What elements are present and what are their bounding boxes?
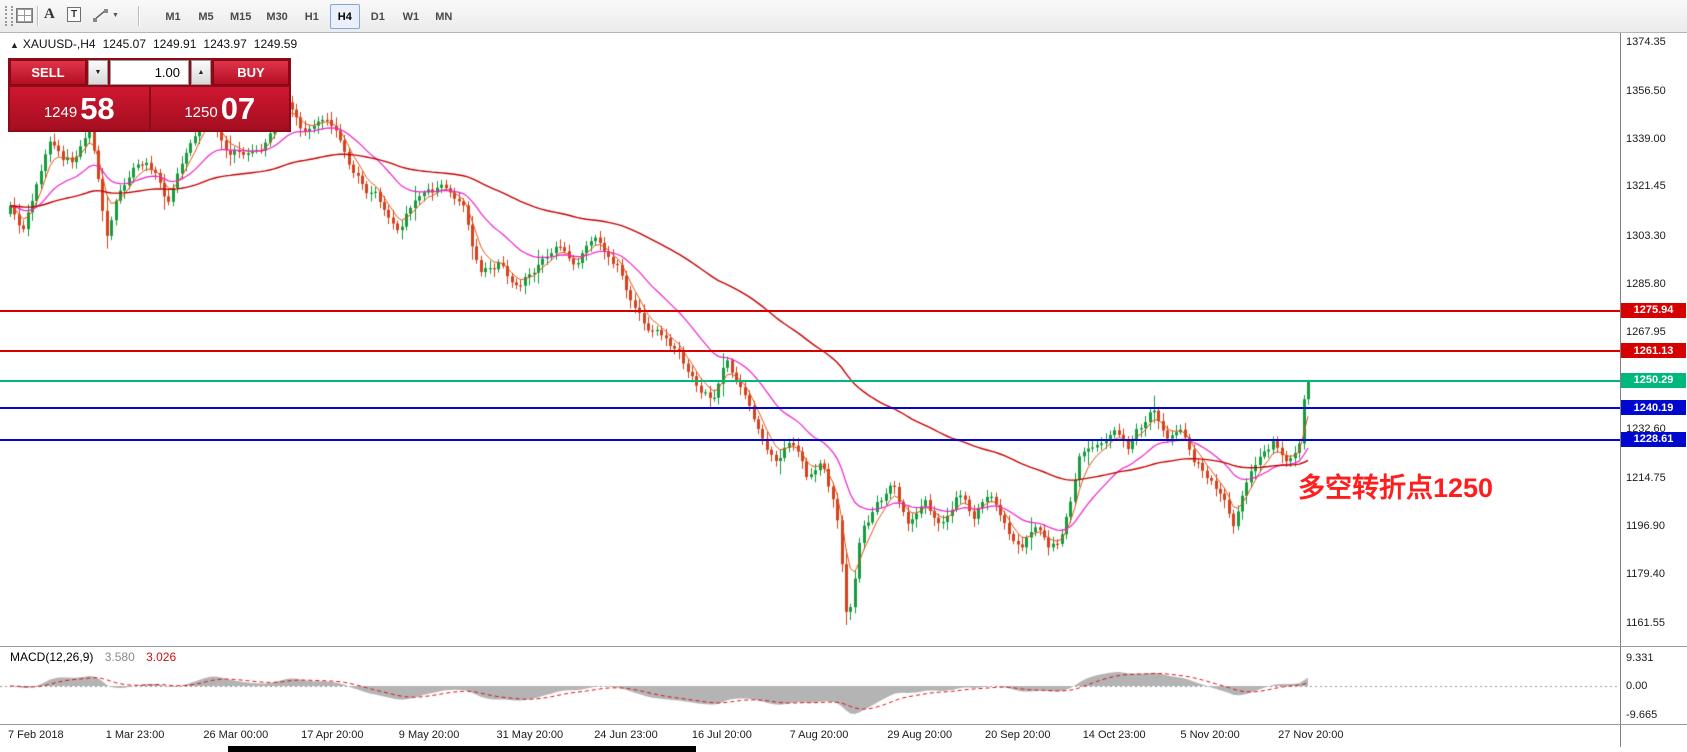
x-axis-label: 7 Aug 20:00 (789, 729, 849, 741)
time-axis-splitter (0, 724, 1687, 725)
x-axis-label: 24 Jun 23:00 (594, 729, 658, 741)
x-axis-label: 29 Aug 20:00 (887, 729, 953, 741)
macd-signal-value: 3.026 (146, 650, 177, 664)
buy-price-main: 1250 (184, 104, 218, 121)
volume-increase-button[interactable]: ▲ (191, 60, 211, 85)
sell-price-pips: 58 (80, 91, 115, 126)
timeframe-button-m5[interactable]: M5 (198, 10, 214, 23)
x-axis-label: 17 Apr 20:00 (301, 729, 364, 741)
y-axis-label: 1214.75 (1626, 471, 1666, 484)
x-axis-label: 14 Oct 23:00 (1082, 729, 1146, 741)
toolbar-separator (37, 6, 38, 26)
timeframe-button-row: M1 M5 M15 M30 H1 H4 D1 W1 MN (158, 4, 459, 29)
y-axis-label: 1267.95 (1626, 326, 1666, 339)
x-axis-label: 27 Nov 20:00 (1278, 729, 1344, 741)
x-axis-label: 20 Sep 20:00 (985, 729, 1051, 741)
volume-input[interactable] (110, 60, 189, 85)
grid-icon[interactable] (16, 8, 33, 23)
toolbar-separator (138, 6, 139, 26)
x-axis-label: 5 Nov 20:00 (1180, 729, 1240, 741)
text-label-icon[interactable]: T (67, 7, 82, 22)
macd-scale-label: 9.331 (1626, 652, 1654, 664)
toolbar-drag-handle-icon[interactable] (5, 6, 13, 26)
macd-scale-label: -9.665 (1626, 709, 1658, 721)
timeframe-button-h1[interactable]: H1 (304, 10, 319, 23)
timeframe-button-h4[interactable]: H4 (329, 4, 360, 29)
y-axis-label: 1196.90 (1626, 520, 1665, 533)
macd-name: MACD(12,26,9) (10, 650, 94, 664)
symbol-ohlc-header: ▲ XAUUSD-,H4 1245.07 1249.91 1243.97 1249.59 (10, 37, 304, 51)
x-axis-label: 26 Mar 00:00 (203, 729, 269, 741)
ohlc-open: 1245.07 (102, 37, 146, 51)
x-axis-label: 16 Jul 20:00 (691, 729, 752, 741)
timeframe-button-m30[interactable]: M30 (266, 10, 288, 23)
timeframe-button-w1[interactable]: W1 (402, 10, 420, 23)
sell-price-display[interactable]: 1249 58 (10, 87, 149, 130)
y-axis-label: 1321.45 (1626, 180, 1666, 193)
y-axis-label: 1356.50 (1626, 84, 1666, 97)
text-annotation-icon[interactable]: A (44, 6, 55, 22)
draw-tool-icon[interactable] (92, 7, 109, 24)
toolbar: A T ▼ M1 M5 M15 M30 H1 H4 D1 W1 MN (0, 0, 1687, 33)
direction-marker-icon: ▲ (10, 40, 19, 50)
price-tag-1261.13: 1261.13 (1621, 343, 1686, 359)
price-axis-border (1620, 33, 1621, 747)
ohlc-high: 1249.91 (153, 37, 197, 51)
price-level-line-1250.29[interactable] (0, 379, 1620, 382)
macd-main-value: 3.580 (104, 650, 135, 664)
x-axis-label: 9 May 20:00 (398, 729, 460, 741)
timeframe-button-d1[interactable]: D1 (370, 10, 385, 23)
x-axis-label: 31 May 20:00 (496, 729, 564, 741)
bottom-black-strip (228, 746, 696, 752)
price-level-line-1261.13[interactable] (0, 350, 1620, 353)
y-axis-label: 1303.30 (1626, 229, 1666, 242)
macd-indicator-label: MACD(12,26,9) 3.580 3.026 (10, 650, 176, 664)
sell-price-main: 1249 (43, 104, 78, 121)
price-tag-1228.61: 1228.61 (1621, 431, 1686, 447)
x-axis-label: 1 Mar 23:00 (105, 729, 165, 741)
chart-text-annotation[interactable]: 多空转折点1250 (1298, 473, 1494, 503)
one-click-trade-panel: SELL ▼ ▲ BUY 1249 58 1250 07 (8, 58, 291, 132)
timeframe-button-mn[interactable]: MN (435, 10, 453, 23)
price-tag-1250.29: 1250.29 (1621, 372, 1686, 388)
price-tag-1275.94: 1275.94 (1621, 302, 1686, 318)
y-axis-label: 1179.40 (1626, 568, 1665, 581)
timeframe-button-m15[interactable]: M15 (230, 10, 252, 23)
y-axis-label: 1374.35 (1626, 36, 1666, 48)
price-level-line-1240.19[interactable] (0, 407, 1620, 410)
buy-price-display[interactable]: 1250 07 (150, 87, 289, 130)
timeframe-button-m1[interactable]: M1 (165, 10, 181, 23)
y-axis-label: 1339.00 (1626, 132, 1666, 145)
y-axis-label: 1285.80 (1626, 277, 1666, 290)
price-tag-1240.19: 1240.19 (1621, 400, 1686, 416)
buy-price-pips: 07 (220, 91, 256, 126)
dropdown-caret-icon[interactable]: ▼ (112, 12, 119, 19)
y-axis-label: 1161.55 (1626, 616, 1665, 629)
macd-panel-splitter[interactable] (0, 646, 1687, 647)
price-level-line-1275.94[interactable] (0, 309, 1620, 312)
x-axis-label: 7 Feb 2018 (8, 729, 64, 741)
ohlc-low: 1243.97 (203, 37, 247, 51)
price-level-line-1228.61[interactable] (0, 438, 1620, 441)
macd-scale-label: 0.00 (1626, 680, 1648, 692)
sell-button[interactable]: SELL (10, 60, 86, 85)
price-chart-canvas[interactable] (0, 33, 1620, 725)
volume-field-wrap (110, 60, 189, 85)
ohlc-close: 1249.59 (253, 37, 298, 51)
buy-button[interactable]: BUY (213, 60, 289, 85)
volume-decrease-button[interactable]: ▼ (88, 60, 108, 85)
symbol-name: XAUUSD-,H4 (22, 37, 96, 51)
